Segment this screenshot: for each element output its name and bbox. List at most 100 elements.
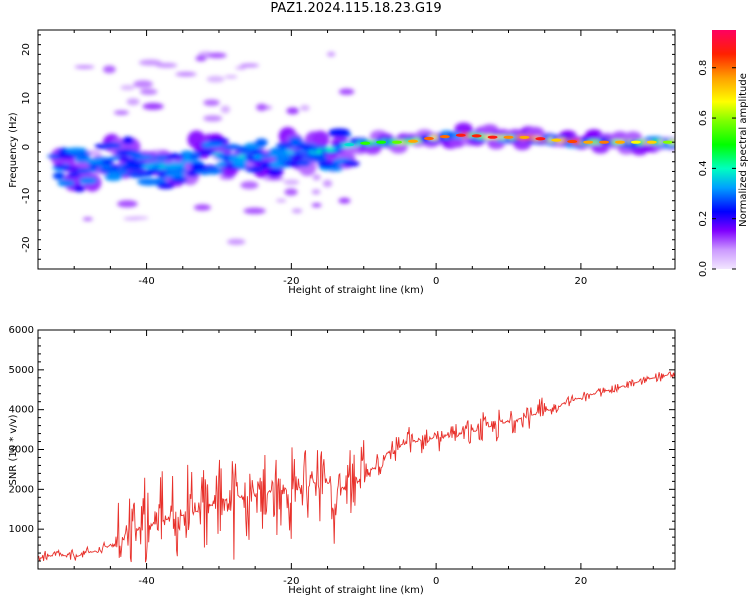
spectrogram-faint-patch (220, 105, 231, 114)
spectrogram-blob (57, 179, 76, 187)
spectrogram-heatmap (47, 51, 675, 245)
spectrogram-blob (171, 177, 188, 183)
spectrogram-panel: -40 -20 0 20 20 10 0 -10 -20 Height of straight … (8, 29, 676, 296)
spectrogram-core-blob (535, 137, 546, 141)
spectrogram-y-axis-label: Frequency (Hz) (8, 112, 19, 188)
spectrogram-faint-patch (203, 99, 220, 106)
spectrogram-core (344, 133, 673, 147)
spectrogram-faint-patch (155, 62, 178, 68)
spectrogram-core-blob (599, 140, 610, 144)
spectrogram-faint-patch (117, 200, 138, 208)
spectrogram-blob (71, 151, 92, 158)
spectrogram-ridge-blob (125, 159, 138, 164)
spectrogram-faint-patch (126, 98, 140, 106)
spectrogram-faint-patch (284, 188, 298, 196)
spectrogram-blob (328, 129, 348, 137)
spectrogram-faint-patch (338, 88, 355, 95)
spectrogram-core-blob (662, 140, 673, 144)
spectrogram-faint-patch (338, 197, 351, 204)
spectrogram-faint-patch (276, 198, 287, 203)
spectrogram-core-blob (471, 134, 482, 138)
spectrogram-faint-patch (203, 115, 223, 122)
spectrogram-faint-patch (193, 204, 211, 211)
spectrogram-blob (78, 176, 98, 185)
spectrogram-core-blob (423, 136, 434, 141)
spectrogram-faint-patch (311, 189, 321, 195)
snr-x-tick-label: -40 (138, 576, 154, 587)
spectrogram-faint-patch (286, 107, 299, 115)
spectrogram-blob (255, 138, 268, 147)
spectrogram-faint-patch (206, 75, 225, 83)
spectrogram-blob (101, 142, 122, 149)
snr-line (38, 371, 675, 563)
spectrogram-faint-patch (113, 110, 129, 115)
spectrogram-blob (164, 172, 186, 179)
spectrogram-core-blob (407, 139, 418, 143)
spectrogram-core-blob (551, 138, 562, 142)
snr-panel: -40 -20 0 20 1000 2000 3000 4000 5000 6000 Height… (8, 325, 676, 596)
spectrogram-halo (311, 130, 330, 149)
spectrogram-faint-patch (283, 179, 300, 185)
spectrogram-faint-patch (240, 63, 260, 68)
spectrogram-blob (145, 168, 159, 175)
spectrogram-x-tick-label: -20 (283, 276, 299, 287)
snr-series (38, 371, 675, 563)
colorbar: 0.0 0.2 0.4 0.6 0.8 Normalized spectral ampl… (698, 30, 749, 277)
spectrogram-x-axis-label: Height of straight line (km) (288, 285, 424, 296)
spectrogram-faint-patch (256, 103, 268, 111)
spectrogram-faint-patch (227, 238, 246, 245)
spectrogram-core-blob (439, 134, 450, 139)
spectrogram-blob (166, 153, 182, 160)
spectrogram-faint-patch (128, 216, 149, 220)
spectrogram-core-blob (376, 140, 387, 144)
spectrogram-core-blob (392, 140, 403, 144)
spectrogram-frame (37, 29, 676, 270)
colorbar-label: Normalized spectral amplitude (738, 73, 749, 227)
spectrogram-faint-patch (322, 179, 333, 188)
spectrogram-y-tick-label: 10 (21, 92, 32, 105)
spectrogram-faint-patch (195, 55, 207, 62)
spectrogram-blob (342, 160, 360, 167)
spectrogram-blob (205, 168, 224, 175)
colorbar-tick-label: 0.4 (698, 160, 709, 176)
chart-title: PAZ1.2024.115.18.23.G19 (270, 1, 442, 16)
snr-x-tick-label: 0 (433, 576, 439, 587)
snr-x-tick-label: -20 (283, 576, 299, 587)
spectrogram-x-tick-label: 0 (433, 276, 439, 287)
spectrogram-faint-patch (224, 75, 238, 79)
spectrogram-faint-patch (235, 66, 247, 70)
spectrogram-ridge-blob (85, 167, 98, 173)
colorbar-tick-label: 0.6 (698, 110, 709, 126)
spectrogram-faint-patch (133, 80, 153, 89)
spectrogram-core-blob (503, 135, 514, 139)
spectrogram-blob (245, 166, 264, 173)
spectrogram-blob (305, 152, 327, 160)
spectrogram-blob (267, 168, 283, 176)
spectrogram-core-blob (360, 141, 371, 145)
spectrogram-y-tick-label: 20 (21, 43, 32, 56)
snr-frame (37, 329, 676, 570)
spectrogram-blob (190, 163, 207, 171)
spectrogram-core-blob (630, 140, 641, 144)
spectrogram-core-blob (583, 140, 594, 144)
spectrogram-faint-patch (240, 181, 259, 190)
spectrogram-blob (251, 149, 264, 156)
spectrogram-blob (104, 173, 123, 182)
spectrogram-blobs (47, 51, 675, 245)
snr-y-tick-label: 6000 (9, 325, 34, 336)
spectrogram-blob (274, 154, 294, 163)
spectrogram-blob (327, 166, 344, 172)
spectrogram-core-blob (519, 135, 530, 140)
spectrogram-ridge-blob (181, 158, 194, 164)
spectrogram-faint-patch (243, 207, 266, 215)
spectrogram-ridge-blob (189, 154, 202, 160)
spectrogram-y-tick-label: -10 (21, 188, 32, 204)
spectrogram-ridge-blob (101, 159, 114, 165)
spectrogram-halo (454, 122, 473, 135)
snr-y-axis-label: SNR (10 * v/v) (8, 414, 19, 485)
colorbar-tick-label: 0.0 (698, 261, 709, 277)
spectrogram-x-tick-label: 20 (575, 276, 588, 287)
spectrogram-core-blob (487, 135, 498, 139)
snr-x-axis-label: Height of straight line (km) (288, 585, 424, 596)
